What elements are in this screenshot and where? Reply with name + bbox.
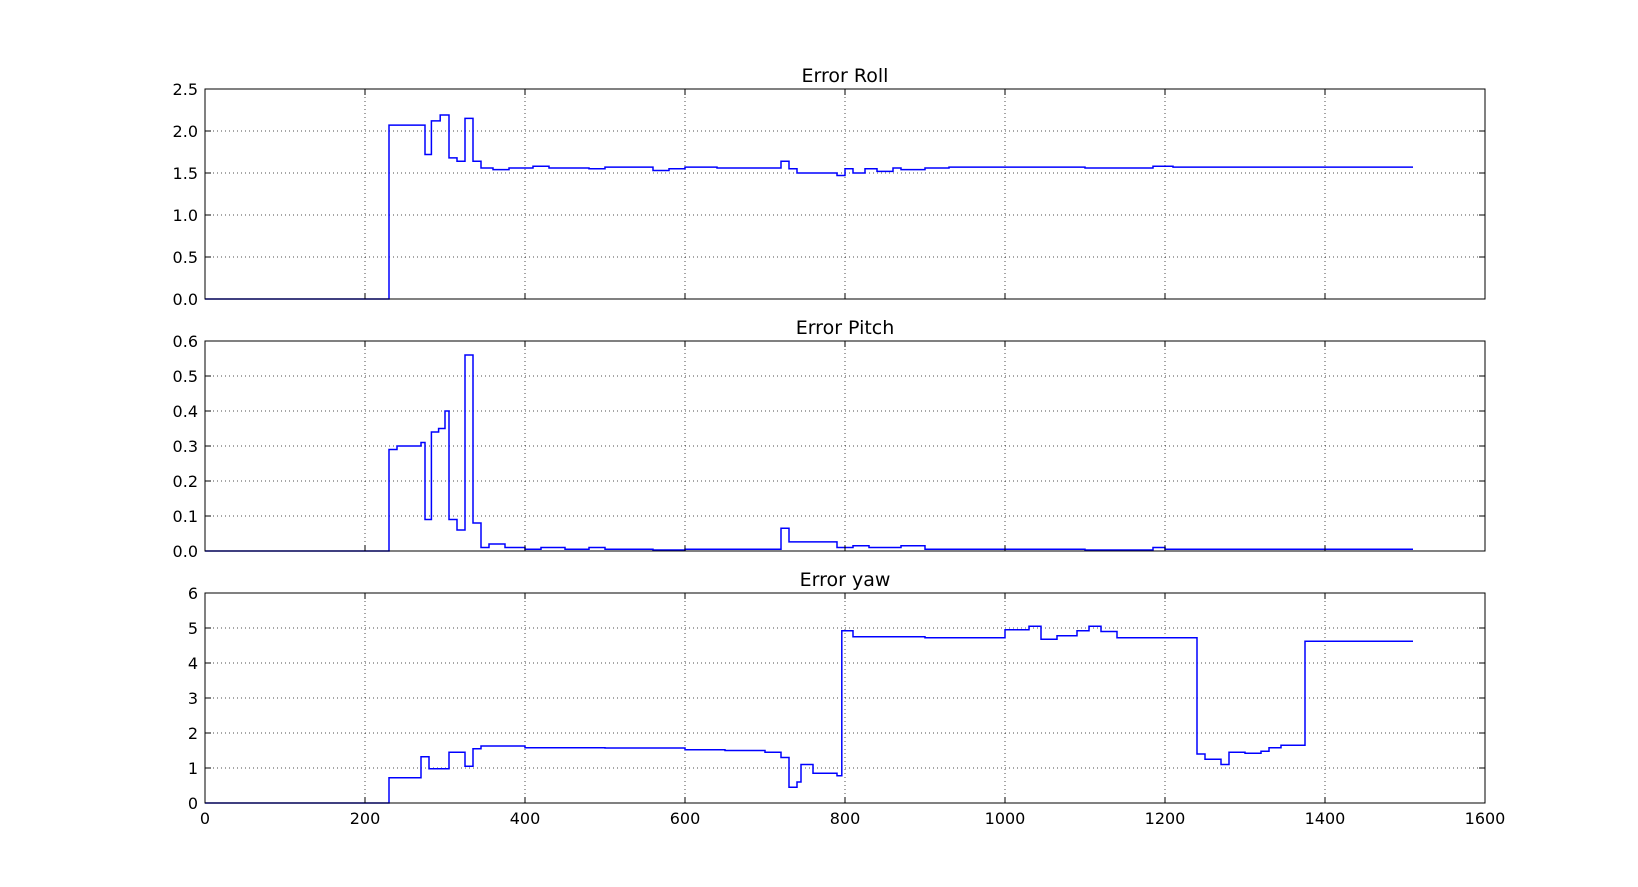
- subplot-title: Error Pitch: [796, 317, 895, 339]
- y-tick-label: 1: [188, 759, 198, 778]
- y-tick-label: 5: [188, 619, 198, 638]
- y-tick-label: 0.3: [173, 437, 198, 456]
- y-tick-label: 0.1: [173, 507, 198, 526]
- y-tick-label: 0.4: [173, 402, 198, 421]
- y-tick-label: 0.5: [173, 367, 198, 386]
- x-tick-label: 1200: [1145, 809, 1186, 828]
- y-tick-label: 3: [188, 689, 198, 708]
- subplot-roll: Error Roll 0.0 0.5 1.0 1.5 2.0 2.5: [173, 65, 1486, 309]
- subplot-title: Error Roll: [802, 65, 889, 87]
- y-tick-label: 2: [188, 724, 198, 743]
- subplot-yaw: Error yaw 0 200 400 600 800 1000 1200 1400 16000…: [188, 569, 1506, 828]
- y-tick-label: 1.0: [173, 206, 198, 225]
- x-tick-label: 800: [830, 809, 861, 828]
- subplot-pitch: Error Pitch 0.0 0.1 0.2 0.3 0.4 0.5 0.6: [173, 317, 1486, 561]
- ticks: 0.0 0.5 1.0 1.5 2.0 2.5: [173, 80, 1486, 309]
- x-tick-label: 1000: [985, 809, 1026, 828]
- y-tick-label: 0.6: [173, 332, 198, 351]
- y-tick-label: 2.0: [173, 122, 198, 141]
- y-tick-label: 1.5: [173, 164, 198, 183]
- x-tick-label: 1600: [1465, 809, 1506, 828]
- x-tick-label: 600: [670, 809, 701, 828]
- ticks: 0 200 400 600 800 1000 1200 1400 1600 0 1 2 3 4 5 6: [188, 584, 1506, 828]
- x-tick-label: 200: [350, 809, 381, 828]
- y-tick-label: 0: [188, 794, 198, 813]
- series-line: [205, 625, 1413, 804]
- y-tick-label: 2.5: [173, 80, 198, 99]
- y-tick-label: 6: [188, 584, 198, 603]
- y-tick-label: 0.5: [173, 248, 198, 267]
- y-tick-label: 0.0: [173, 542, 198, 561]
- x-tick-label: 400: [510, 809, 541, 828]
- ticks: 0.0 0.1 0.2 0.3 0.4 0.5 0.6: [173, 332, 1486, 561]
- y-tick-label: 0.0: [173, 290, 198, 309]
- x-tick-label: 0: [200, 809, 210, 828]
- y-tick-label: 4: [188, 654, 198, 673]
- series-line: [205, 354, 1413, 552]
- series-line: [205, 114, 1413, 300]
- y-tick-label: 0.2: [173, 472, 198, 491]
- x-tick-label: 1400: [1305, 809, 1346, 828]
- subplot-title: Error yaw: [800, 569, 891, 591]
